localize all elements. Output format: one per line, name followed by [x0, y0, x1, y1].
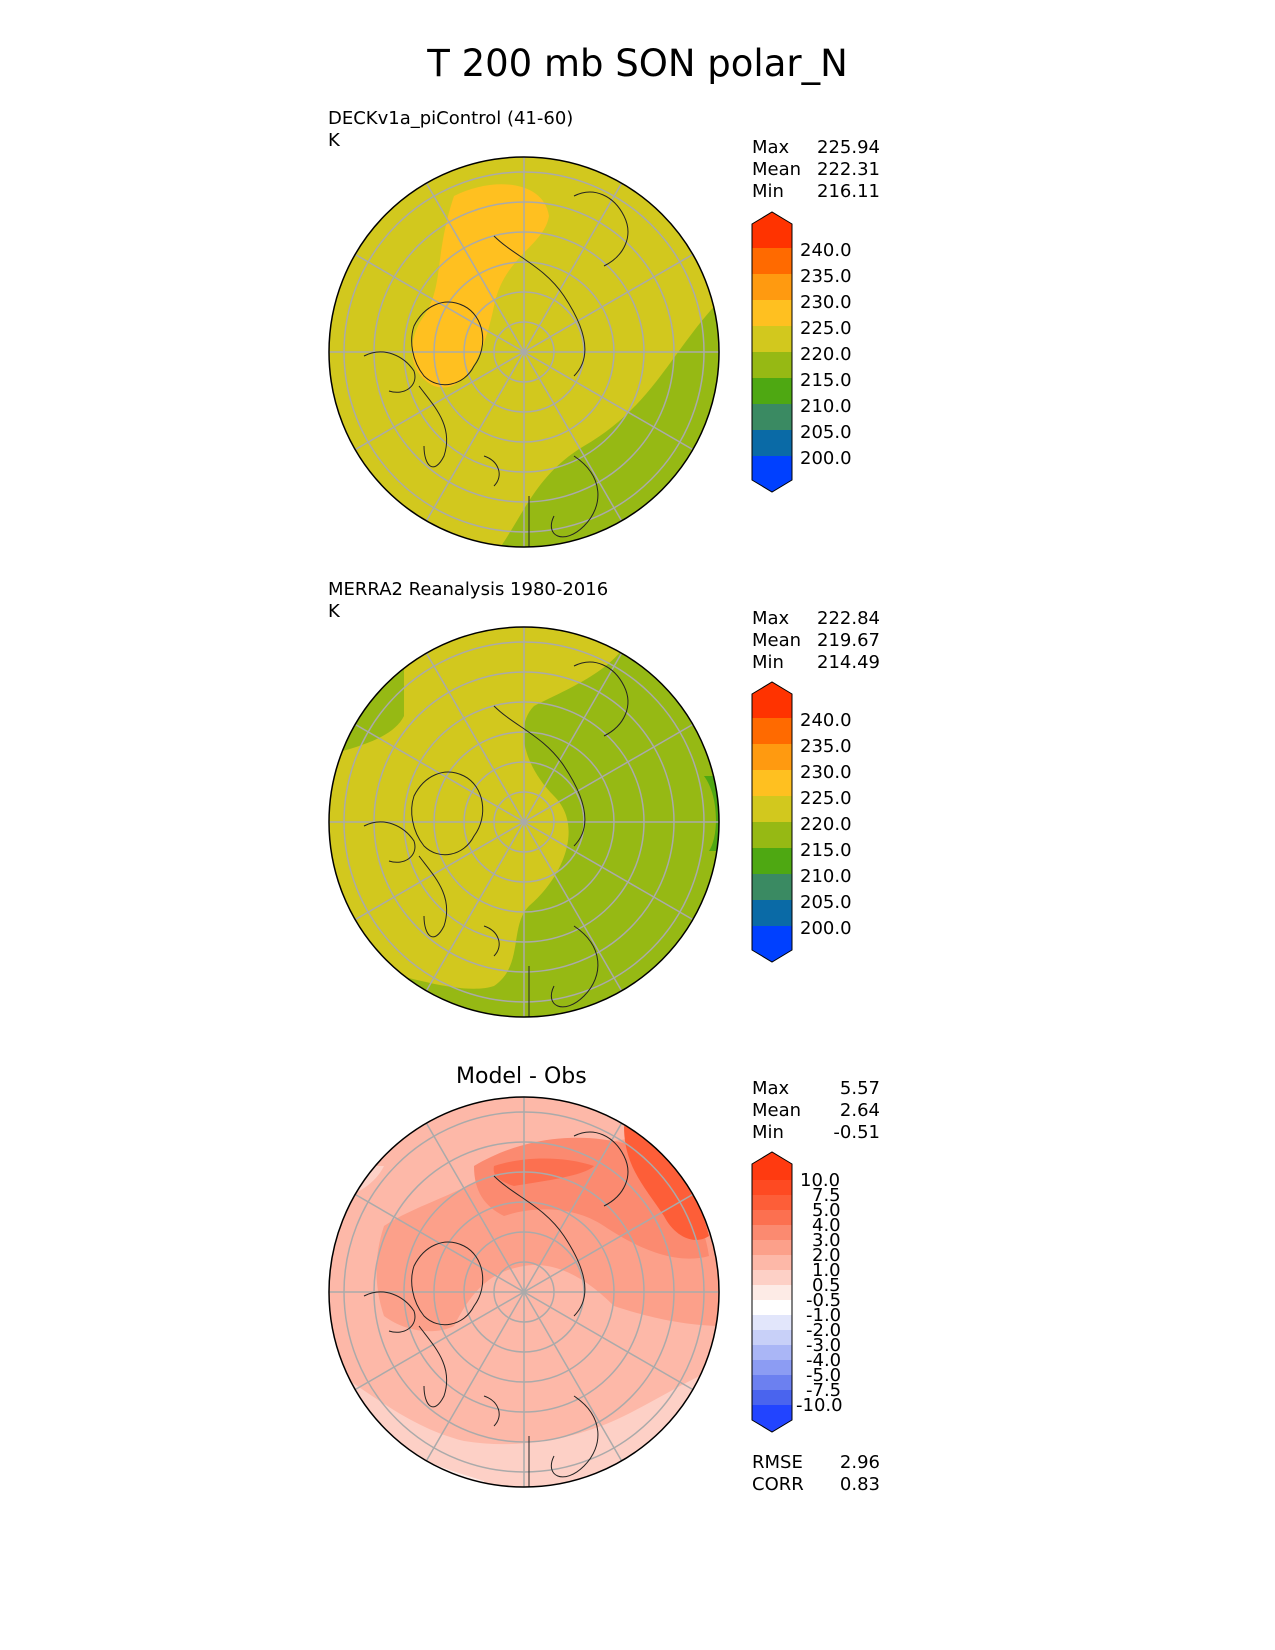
- stat-name: Min: [752, 1122, 784, 1143]
- colorbar-tick-label: 240.0: [800, 710, 852, 731]
- metric-value: 2.96: [839, 1452, 880, 1473]
- panel-2-obs-name: MERRA2 Reanalysis 1980-2016: [328, 579, 609, 600]
- colorbar-tick-label: 205.0: [800, 422, 852, 443]
- colorbar-abs-2: [751, 681, 793, 963]
- stat-name: Max: [752, 137, 790, 158]
- colorbar-tick-label: 230.0: [800, 292, 852, 313]
- colorbar-tick-label: 10.0: [800, 1170, 841, 1191]
- stat-value: 225.94: [817, 137, 880, 158]
- stat-value: -0.51: [833, 1122, 880, 1143]
- panel-1-label: DECKv1a_piControl (41-60) K: [328, 108, 573, 152]
- figure-title: T 200 mb SON polar_N: [427, 42, 848, 85]
- colorbar-tick-label: 3.0: [812, 1230, 841, 1251]
- colorbar-tick-label: 215.0: [800, 840, 852, 861]
- colorbar-tick-label: 5.0: [812, 1200, 841, 1221]
- colorbar-tick-label: 225.0: [800, 318, 852, 339]
- metric-name: RMSE: [752, 1452, 803, 1473]
- panel-1-polar-map: [328, 156, 720, 548]
- panel-3-metrics: RMSE 2.96 CORR 0.83: [752, 1452, 880, 1496]
- stat-name: Mean: [752, 1100, 802, 1121]
- colorbar-tick-label: -1.0: [806, 1305, 842, 1326]
- stat-value: 219.67: [817, 630, 880, 651]
- panel-2-units: K: [328, 601, 340, 622]
- stat-name: Mean: [752, 630, 802, 651]
- colorbar-tick-label: 220.0: [800, 814, 852, 835]
- stat-value: 222.84: [817, 608, 880, 629]
- colorbar-tick-label: 200.0: [800, 448, 852, 469]
- colorbar-tick-label: 205.0: [800, 892, 852, 913]
- panel-1-stats: Max 225.94 Mean 222.31 Min 216.11: [752, 137, 880, 203]
- stat-value: 2.64: [839, 1100, 880, 1121]
- stat-value: 5.57: [839, 1078, 880, 1099]
- colorbar-tick-label: 7.5: [812, 1185, 841, 1206]
- colorbar-tick-label: 235.0: [800, 736, 852, 757]
- stat-name: Min: [752, 652, 784, 673]
- metric-name: CORR: [752, 1474, 804, 1495]
- panel-3-stats: Max 5.57 Mean 2.64 Min -0.51: [752, 1078, 880, 1144]
- panel-1-units: K: [328, 130, 340, 151]
- panel-3-title: Model - Obs: [456, 1064, 587, 1089]
- colorbar-tick-label: 2.0: [812, 1245, 841, 1266]
- colorbar-abs-1: [751, 211, 793, 493]
- panel-2-polar-map: [328, 626, 720, 1018]
- stat-value: 222.31: [817, 159, 880, 180]
- colorbar-tick-label: 215.0: [800, 370, 852, 391]
- colorbar-tick-label: -5.0: [806, 1365, 842, 1386]
- panel-3-difference-map: [328, 1096, 720, 1488]
- stat-value: 214.49: [817, 652, 880, 673]
- stat-name: Max: [752, 608, 790, 629]
- colorbar-diff: [751, 1151, 793, 1433]
- colorbar-tick-label: 225.0: [800, 788, 852, 809]
- metric-value: 0.83: [839, 1474, 880, 1495]
- panel-2-label: MERRA2 Reanalysis 1980-2016 K: [328, 579, 608, 623]
- panel-1-model-name: DECKv1a_piControl (41-60): [328, 108, 574, 129]
- colorbar-tick-label: 4.0: [812, 1215, 841, 1236]
- colorbar-tick-label: 1.0: [812, 1260, 841, 1281]
- colorbar-tick-label: 230.0: [800, 762, 852, 783]
- colorbar-tick-label: 210.0: [800, 396, 852, 417]
- colorbar-tick-label: -10.0: [796, 1395, 843, 1416]
- colorbar-tick-label: 240.0: [800, 240, 852, 261]
- stat-name: Mean: [752, 159, 802, 180]
- stat-name: Max: [752, 1078, 790, 1099]
- colorbar-tick-label: 200.0: [800, 918, 852, 939]
- panel-2-stats: Max 222.84 Mean 219.67 Min 214.49: [752, 608, 880, 674]
- colorbar-tick-label: 220.0: [800, 344, 852, 365]
- colorbar-tick-label: 0.5: [812, 1275, 841, 1296]
- colorbar-tick-label: -4.0: [806, 1350, 842, 1371]
- colorbar-tick-label: 235.0: [800, 266, 852, 287]
- colorbar-tick-label: 210.0: [800, 866, 852, 887]
- colorbar-tick-label: -2.0: [806, 1320, 842, 1341]
- colorbar-tick-label: -0.5: [806, 1290, 842, 1311]
- stat-value: 216.11: [817, 181, 880, 202]
- colorbar-tick-label: -3.0: [806, 1335, 842, 1356]
- stat-name: Min: [752, 181, 784, 202]
- colorbar-tick-label: -7.5: [806, 1380, 842, 1401]
